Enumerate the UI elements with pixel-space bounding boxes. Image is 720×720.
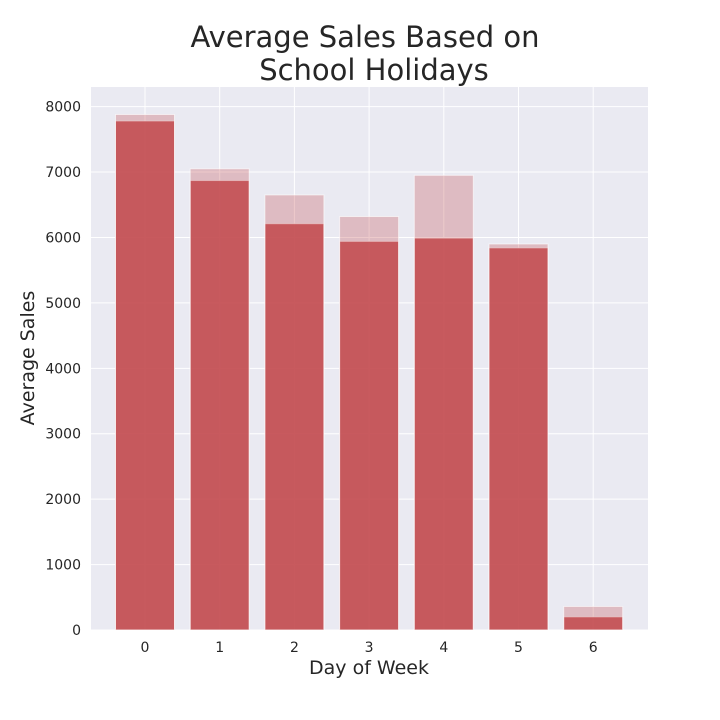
bar-series-2-day-1 xyxy=(189,168,250,631)
x-tick-label: 2 xyxy=(290,640,299,656)
bar-series-2-day-2 xyxy=(264,194,325,631)
y-tick-labels: 0 1000 2000 3000 4000 5000 6000 7000 8000 xyxy=(45,100,81,639)
bar-series-1-day-2 xyxy=(264,223,325,631)
x-tick-label: 5 xyxy=(514,640,523,656)
bar-series-2-day-3 xyxy=(339,216,400,631)
bar-series-1-day-0 xyxy=(115,120,175,631)
bar-series-2-day-4 xyxy=(413,174,474,631)
x-tick-label: 3 xyxy=(365,640,374,656)
y-tick-label: 3000 xyxy=(45,427,81,443)
x-axis-label: Day of Week xyxy=(309,657,429,679)
y-tick-label: 4000 xyxy=(45,361,81,377)
y-tick-label: 1000 xyxy=(45,558,81,574)
y-axis-label: Average Sales xyxy=(17,291,39,426)
y-tick-label: 6000 xyxy=(45,230,81,246)
y-tick-label: 8000 xyxy=(45,100,81,116)
chart-title-line-1: Average Sales Based on xyxy=(190,20,539,54)
bar-series-1-day-3 xyxy=(339,240,400,631)
bar-series-2-day-0 xyxy=(115,113,175,631)
bar-series-1-day-1 xyxy=(189,180,250,631)
y-tick-label: 5000 xyxy=(45,296,81,312)
x-tick-label: 1 xyxy=(215,640,224,656)
x-tick-label: 4 xyxy=(439,640,448,656)
chart-title-line-2: School Holidays xyxy=(259,53,489,87)
x-tick-labels: 0 1 2 3 4 5 6 xyxy=(141,640,598,656)
bar-series-2-day-5 xyxy=(488,243,549,631)
bar-series-2-day-6 xyxy=(563,605,624,631)
y-tick-label: 2000 xyxy=(45,492,81,508)
y-tick-label: 0 xyxy=(72,623,81,639)
x-tick-label: 6 xyxy=(589,640,598,656)
y-tick-label: 7000 xyxy=(45,165,81,181)
x-tick-label: 0 xyxy=(141,640,150,656)
bars xyxy=(115,113,624,631)
bar-series-1-day-4 xyxy=(413,237,474,631)
